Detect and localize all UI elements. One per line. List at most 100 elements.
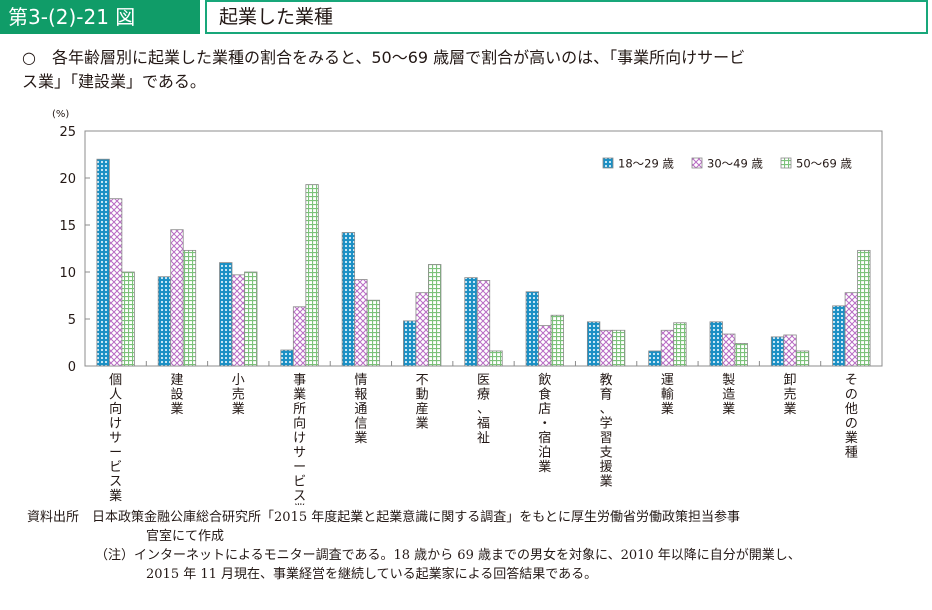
svg-text:業: 業 <box>293 503 306 506</box>
svg-text:、: 、 <box>600 402 613 417</box>
legend-swatch <box>691 157 703 169</box>
svg-text:援: 援 <box>600 460 613 475</box>
svg-text:泊: 泊 <box>538 446 551 461</box>
x-category-label: 運輸業 <box>661 373 674 417</box>
note-text-line2: 2015 年 11 月現在、事業経営を継続している起業家による回答結果である。 <box>146 567 598 582</box>
svg-text:個: 個 <box>109 373 122 388</box>
svg-text:所: 所 <box>293 402 306 417</box>
figure-title: 起業した業種 <box>205 0 928 34</box>
summary-line1: 各年齢層別に起業した業種の割合をみると、50～69 歳層で割合が高いのは、「事業… <box>52 48 746 67</box>
svg-text:小: 小 <box>232 373 245 388</box>
svg-text:ー: ー <box>109 446 122 461</box>
source-text-line2: 官室にて作成 <box>146 529 225 544</box>
source-label: 資料出所 <box>27 510 80 525</box>
svg-text:祉: 祉 <box>477 431 490 446</box>
svg-text:け: け <box>293 431 306 446</box>
legend-label: 18～29 歳 <box>618 157 674 171</box>
legend-item: 18～29 歳 <box>602 157 674 171</box>
svg-text:業: 業 <box>109 488 122 504</box>
bar-30-49 <box>722 333 736 367</box>
svg-text:輸: 輸 <box>661 388 674 403</box>
svg-text:業: 業 <box>722 401 735 417</box>
svg-text:そ: そ <box>845 373 858 388</box>
bar-18-29 <box>464 277 478 367</box>
x-category-label: 卸売業 <box>784 372 797 417</box>
bar-30-49 <box>292 306 307 367</box>
svg-text:け: け <box>109 417 122 432</box>
legend-item: 50～69 歳 <box>780 157 852 171</box>
y-axis-unit: (%) <box>52 109 69 120</box>
svg-text:情: 情 <box>354 373 367 388</box>
bar-50-69 <box>366 299 381 367</box>
bar-18-29 <box>648 350 662 367</box>
bar-30-49 <box>783 334 797 367</box>
bar-50-69 <box>305 184 319 367</box>
bar-30-49 <box>844 292 858 367</box>
bar-50-69 <box>734 343 748 367</box>
svg-text:・: ・ <box>538 417 551 432</box>
footer-notes: 資料出所 日本政策金融公庫総合研究所「2015 年度起業と起業意識に関する調査」… <box>27 508 927 584</box>
svg-text:種: 種 <box>845 445 858 461</box>
svg-text:習: 習 <box>600 431 613 446</box>
summary-line2: ス業」「建設業」である。 <box>22 72 206 91</box>
svg-text:売: 売 <box>784 387 797 403</box>
bar-50-69 <box>182 249 197 367</box>
y-tick-label: 0 <box>68 360 76 375</box>
svg-text:他: 他 <box>845 402 858 417</box>
y-tick-label: 20 <box>59 172 76 187</box>
bullet-circle-icon: ○ <box>22 48 36 67</box>
svg-text:設: 設 <box>170 387 183 403</box>
svg-text:店: 店 <box>538 402 551 417</box>
svg-text:支: 支 <box>600 446 613 461</box>
y-tick-label: 15 <box>59 219 76 234</box>
bar-18-29 <box>403 320 417 367</box>
svg-text:業: 業 <box>784 401 797 417</box>
bar-30-49 <box>660 329 675 367</box>
svg-text:ス: ス <box>109 475 122 490</box>
svg-text:ビ: ビ <box>109 460 122 475</box>
bar-30-49 <box>538 325 552 367</box>
x-category-label: 医療、福祉 <box>477 373 490 446</box>
bar-30-49 <box>354 279 368 367</box>
svg-text:造: 造 <box>722 388 735 403</box>
svg-text:業: 業 <box>538 459 551 475</box>
svg-text:建: 建 <box>170 373 183 388</box>
svg-text:向: 向 <box>293 416 306 432</box>
bar-30-49 <box>599 329 613 367</box>
svg-text:ビ: ビ <box>293 475 306 490</box>
svg-text:人: 人 <box>109 388 122 403</box>
bar-50-69 <box>611 329 626 367</box>
svg-text:育: 育 <box>600 387 613 403</box>
note-text-line1: インターネットによるモニター調査である。18 歳から 69 歳までの男女を対象に… <box>134 548 801 563</box>
bar-50-69 <box>489 350 503 367</box>
svg-text:、: 、 <box>477 402 490 417</box>
svg-text:業: 業 <box>661 401 674 417</box>
x-category-label: 建設業 <box>170 373 183 417</box>
svg-text:運: 運 <box>661 373 674 388</box>
bar-18-29 <box>832 305 846 367</box>
bar-18-29 <box>157 276 172 367</box>
svg-text:事: 事 <box>293 373 306 388</box>
svg-text:の: の <box>845 388 858 403</box>
svg-text:教: 教 <box>600 372 613 388</box>
legend-swatch <box>602 157 614 169</box>
legend-label: 30～49 歳 <box>707 157 763 171</box>
svg-text:学: 学 <box>600 416 613 432</box>
bar-30-49 <box>170 229 184 367</box>
bar-30-49 <box>231 274 245 367</box>
svg-text:サ: サ <box>109 431 122 446</box>
summary: ○ 各年齢層別に起業した業種の割合をみると、50～69 歳層で割合が高いのは、「事… <box>22 46 922 94</box>
x-category-label: 製造業 <box>722 373 735 417</box>
svg-text:業: 業 <box>354 430 367 446</box>
legend-swatch <box>780 157 792 169</box>
bar-18-29 <box>709 321 723 367</box>
svg-text:食: 食 <box>538 387 551 403</box>
svg-text:医: 医 <box>477 373 490 388</box>
bar-50-69 <box>244 271 258 367</box>
svg-text:動: 動 <box>416 388 429 403</box>
bar-18-29 <box>770 336 785 367</box>
